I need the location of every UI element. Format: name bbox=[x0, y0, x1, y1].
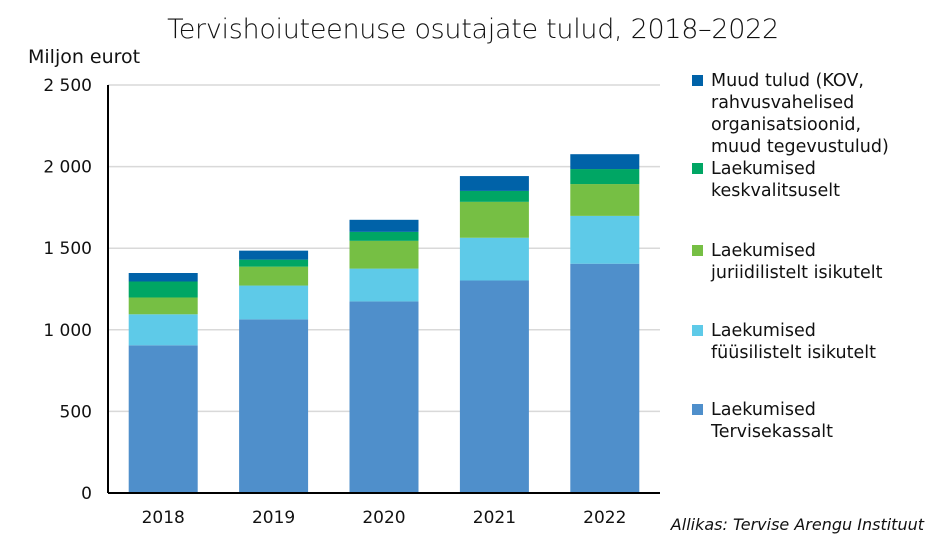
bar-segment-2021-s1 bbox=[459, 237, 529, 281]
x-tick-label: 2019 bbox=[252, 508, 295, 528]
bar-segment-2022-s4 bbox=[570, 154, 640, 170]
y-tick-label: 0 bbox=[81, 484, 92, 504]
legend-label: Laekumised füüsilistelt isikutelt bbox=[711, 321, 876, 363]
bar-segment-2019-s1 bbox=[239, 285, 309, 320]
y-axis-label: Miljon eurot bbox=[28, 46, 141, 68]
legend-swatch bbox=[692, 75, 703, 86]
legend-item: Muud tulud (KOV, rahvusvahelised organis… bbox=[692, 70, 901, 158]
bar-segment-2022-s3 bbox=[570, 169, 640, 185]
source-note: Allikas: Tervise Arengu Instituut bbox=[670, 515, 924, 534]
bar-segment-2019-s2 bbox=[239, 266, 309, 286]
legend-item: Laekumised juriidilistelt isikutelt bbox=[692, 240, 911, 284]
bar-segment-2019-s3 bbox=[239, 259, 309, 267]
legend-item: Laekumised Tervisekassalt bbox=[692, 399, 861, 443]
bar-segment-2020-s3 bbox=[349, 231, 419, 241]
bar-segment-2022-s0 bbox=[570, 263, 640, 493]
x-tick-label: 2020 bbox=[362, 508, 405, 528]
legend-swatch bbox=[692, 163, 703, 174]
legend-swatch bbox=[692, 245, 703, 256]
bar-segment-2019-s0 bbox=[239, 319, 309, 493]
bar-segment-2021-s2 bbox=[459, 201, 529, 238]
y-tick-label: 1 500 bbox=[43, 239, 92, 259]
bar-segment-2020-s0 bbox=[349, 301, 419, 493]
bar-segment-2021-s3 bbox=[459, 190, 529, 202]
x-tick-label: 2018 bbox=[142, 508, 185, 528]
bar-segment-2018-s1 bbox=[128, 314, 198, 346]
y-tick-label: 2 500 bbox=[43, 76, 92, 96]
bar-segment-2018-s4 bbox=[128, 273, 198, 282]
y-tick-label: 2 000 bbox=[43, 158, 92, 178]
legend-swatch bbox=[692, 325, 703, 336]
bar-segment-2022-s1 bbox=[570, 215, 640, 264]
legend-label: Laekumised juriidilistelt isikutelt bbox=[711, 241, 883, 283]
y-tick-label: 1 000 bbox=[43, 321, 92, 341]
legend-label: Laekumised keskvalitsuselt bbox=[711, 159, 841, 201]
legend-item: Laekumised füüsilistelt isikutelt bbox=[692, 320, 901, 364]
legend-swatch bbox=[692, 404, 703, 415]
legend-label: Muud tulud (KOV, rahvusvahelised organis… bbox=[711, 71, 889, 157]
bar-segment-2020-s4 bbox=[349, 219, 419, 232]
bar-segment-2022-s2 bbox=[570, 184, 640, 216]
x-tick-label: 2021 bbox=[473, 508, 516, 528]
chart-title: Tervishoiuteenuse osutajate tulud, 2018–… bbox=[167, 14, 779, 45]
bar-segment-2018-s3 bbox=[128, 281, 198, 298]
bar-segment-2020-s2 bbox=[349, 240, 419, 269]
x-tick-label: 2022 bbox=[583, 508, 626, 528]
bar-segment-2019-s4 bbox=[239, 250, 309, 260]
y-tick-label: 500 bbox=[60, 402, 92, 422]
bar-segment-2018-s2 bbox=[128, 297, 198, 315]
legend-item: Laekumised keskvalitsuselt bbox=[692, 158, 861, 202]
bar-segment-2020-s1 bbox=[349, 268, 419, 302]
bar-segment-2021-s4 bbox=[459, 176, 529, 191]
bar-segment-2021-s0 bbox=[459, 280, 529, 493]
legend-label: Laekumised Tervisekassalt bbox=[711, 400, 834, 442]
bar-segment-2018-s0 bbox=[128, 345, 198, 493]
